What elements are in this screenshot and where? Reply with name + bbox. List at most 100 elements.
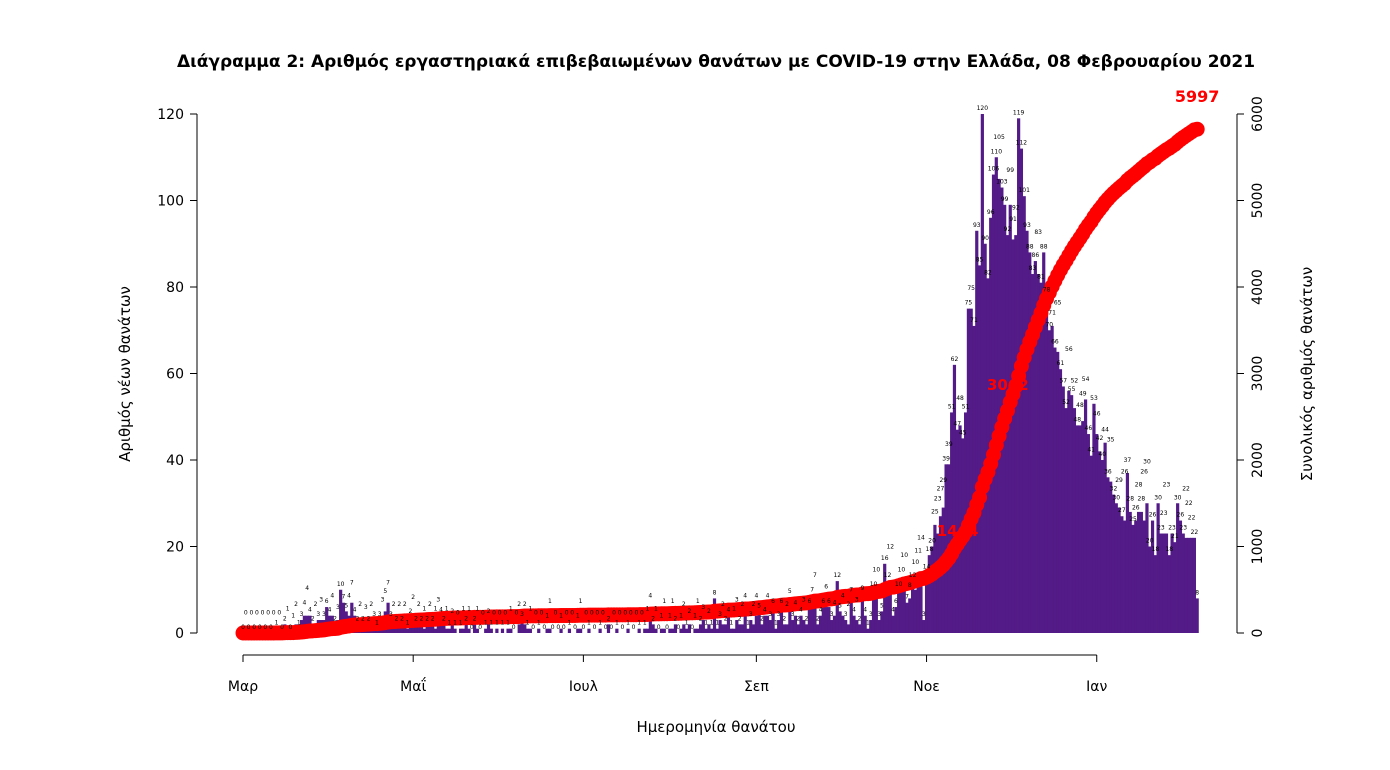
bar-value-label: 27: [1118, 507, 1126, 514]
bar-value-label: 1: [548, 598, 552, 605]
bar: [701, 620, 705, 633]
bar: [1067, 390, 1071, 633]
bar: [668, 628, 672, 633]
bar-value-label: 2: [760, 615, 764, 622]
bar: [1042, 252, 1046, 633]
bar: [1167, 555, 1171, 633]
x-tick-label: Ιαν: [1086, 679, 1107, 695]
bar-value-label: 0: [470, 624, 474, 631]
bar: [852, 615, 856, 633]
bar: [885, 581, 890, 633]
bar-value-label: 66: [1051, 339, 1059, 346]
bar: [782, 624, 786, 633]
y-tick-label-left: 20: [166, 540, 184, 556]
bar: [841, 615, 845, 633]
bar: [905, 602, 909, 633]
bar: [422, 628, 426, 633]
bar-value-label: 0: [241, 624, 245, 631]
bar-value-label: 2: [425, 615, 429, 622]
bar-value-label: 18: [1152, 546, 1160, 553]
bar-value-label: 4: [727, 607, 731, 614]
bar-value-label: 82: [984, 269, 992, 276]
bar-value-label: 0: [534, 610, 538, 617]
bar-value-label: 1: [275, 620, 279, 627]
bar-value-label: 93: [1023, 222, 1031, 229]
bar-value-label: 2: [674, 615, 678, 622]
bar-value-label: 4: [305, 585, 309, 592]
bar: [796, 624, 800, 633]
bar: [528, 628, 532, 633]
bar-value-label: 1: [509, 605, 513, 612]
bar-value-label: 0: [612, 610, 616, 617]
bar-value-label: 26: [1140, 468, 1148, 475]
bar-value-label: 0: [456, 610, 460, 617]
bar-value-label: 6: [821, 598, 825, 605]
bar-value-label: 2: [740, 601, 744, 608]
bar: [1150, 520, 1155, 633]
bar-value-label: 0: [562, 624, 566, 631]
bar: [548, 628, 552, 633]
bar-value-label: 0: [601, 610, 605, 617]
y-tick-label-left: 100: [157, 194, 184, 210]
bar: [768, 620, 772, 633]
bar: [500, 628, 505, 633]
bar-value-label: 2: [796, 615, 800, 622]
bar: [679, 628, 683, 633]
bar: [1100, 460, 1104, 633]
bar: [1136, 511, 1141, 633]
bar: [844, 620, 848, 633]
bar-value-label: 1: [693, 612, 697, 619]
bar: [804, 624, 809, 633]
bar-value-label: 6: [807, 598, 811, 605]
bar-value-label: 70: [1045, 321, 1053, 328]
bar: [810, 602, 814, 633]
bar: [816, 624, 820, 633]
bar-value-label: 25: [1129, 516, 1137, 523]
bar-value-label: 6: [780, 598, 784, 605]
bar-value-label: 83: [1034, 229, 1042, 236]
bar: [757, 611, 761, 633]
y-tick-label-right: 1000: [1250, 529, 1266, 565]
bar-value-label: 88: [1026, 243, 1034, 250]
bar: [908, 598, 912, 633]
bar-value-label: 30: [1174, 494, 1182, 501]
bar-value-label: 10: [900, 552, 908, 559]
bar-value-label: 0: [252, 624, 256, 631]
bar-value-label: 10: [873, 566, 881, 573]
bar: [567, 628, 572, 633]
bar-value-label: 0: [244, 610, 248, 617]
bar-value-label: 0: [690, 624, 694, 631]
bar-value-label: 23: [1168, 525, 1176, 532]
bar: [972, 325, 976, 633]
bar: [1181, 533, 1185, 633]
bar: [818, 615, 823, 633]
bar: [436, 620, 440, 633]
bar: [489, 628, 493, 633]
bar-value-label: 0: [481, 610, 485, 617]
bar: [869, 620, 873, 633]
bar: [1092, 403, 1096, 633]
bar-value-label: 96: [987, 209, 995, 216]
bar: [459, 628, 463, 633]
bar-value-label: 0: [657, 624, 661, 631]
bar-value-label: 1: [598, 620, 602, 627]
bar: [735, 620, 739, 633]
bar-value-label: 30: [1154, 494, 1162, 501]
bar-value-label: 41: [1087, 447, 1095, 454]
bar-value-label: 4: [754, 592, 758, 599]
bar: [445, 628, 449, 633]
bar-value-label: 1: [568, 620, 572, 627]
bar-value-label: 57: [1059, 377, 1067, 384]
cumulative-line-layer: [235, 121, 1205, 641]
bar: [1072, 408, 1077, 633]
bar-value-label: 7: [849, 587, 853, 594]
bar: [715, 628, 719, 633]
bar-value-label: 61: [1057, 360, 1065, 367]
bar: [325, 607, 329, 633]
bar: [774, 628, 778, 633]
bar-value-label: 29: [1115, 477, 1123, 484]
bar-value-label: 26: [1177, 512, 1185, 519]
bar-value-label: 2: [411, 594, 415, 601]
bar: [450, 624, 454, 633]
bar: [771, 607, 775, 633]
